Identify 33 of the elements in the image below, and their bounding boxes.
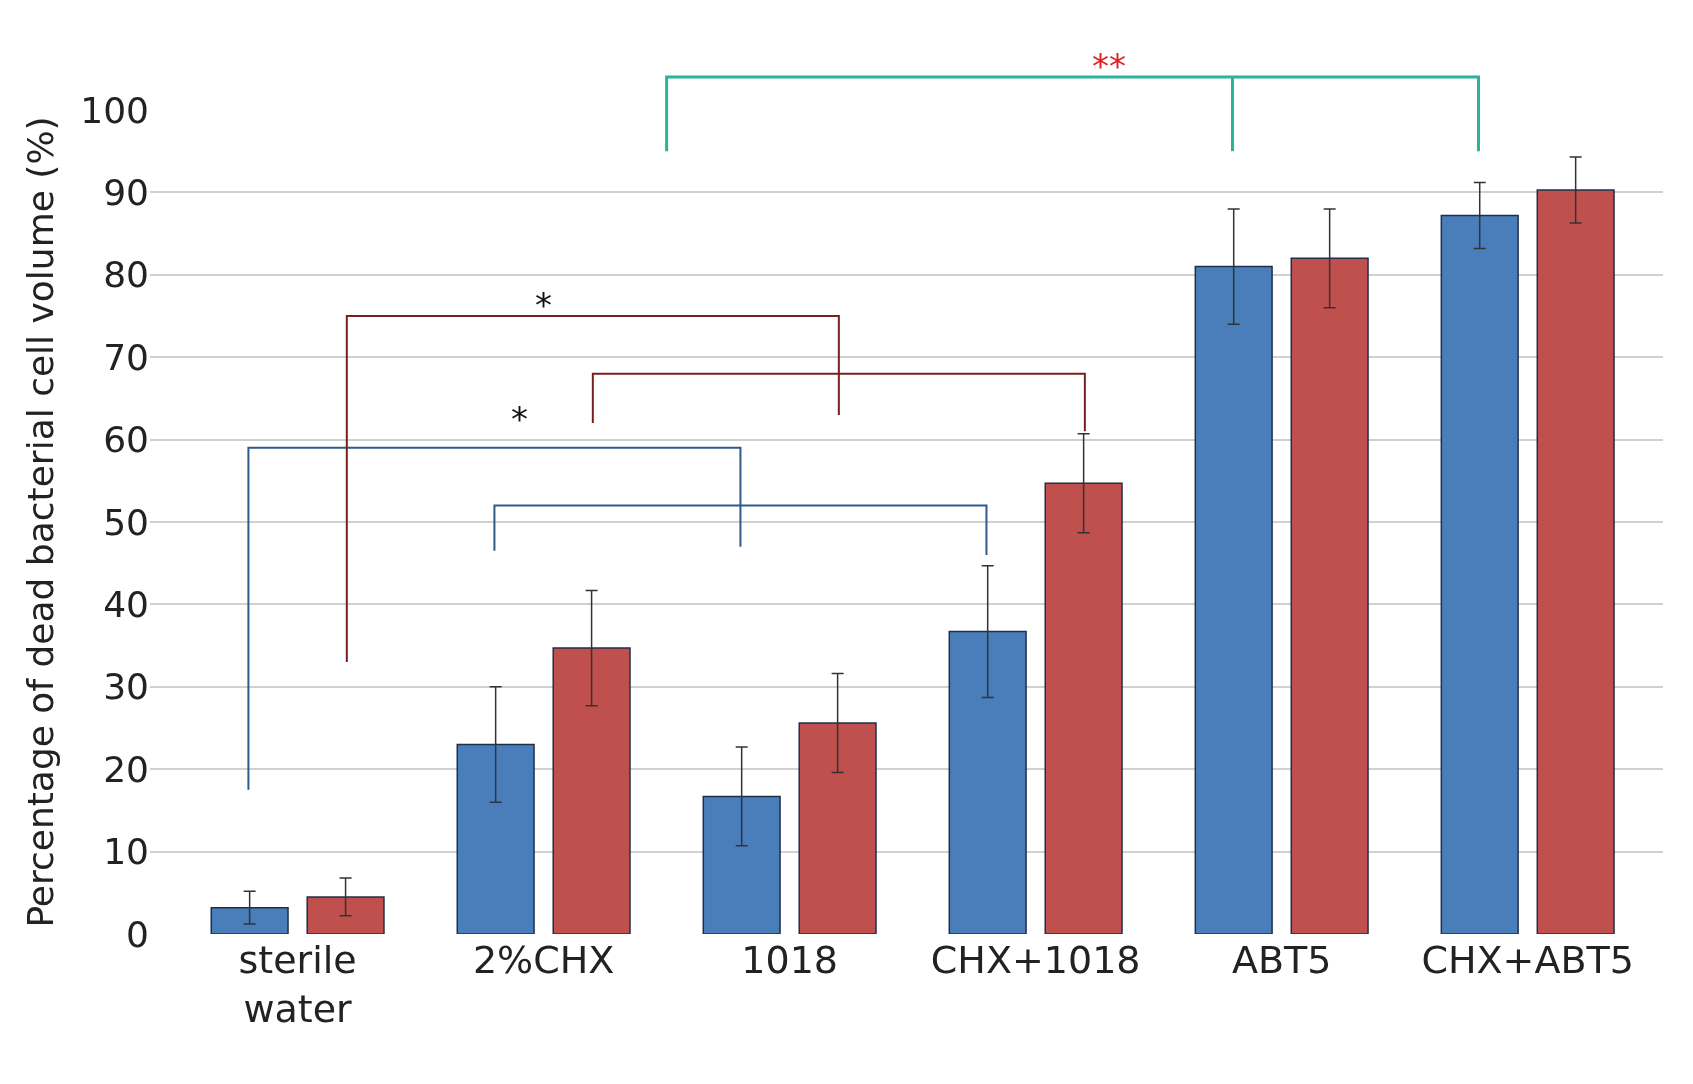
bar	[1440, 214, 1519, 934]
bar	[1194, 265, 1273, 934]
bar	[1044, 482, 1123, 934]
bar	[702, 795, 781, 934]
bar	[948, 630, 1027, 934]
y-tick-label: 30	[103, 666, 149, 708]
y-tick-label: 50	[103, 501, 149, 543]
bar	[552, 647, 631, 934]
bar	[1536, 189, 1615, 934]
x-tick-label: 1018	[741, 938, 838, 982]
x-tick-label: CHX+1018	[930, 938, 1141, 982]
x-tick-label: ABT5	[1231, 938, 1332, 982]
y-tick-label: 80	[103, 254, 149, 296]
x-tick-label: 2%CHX	[472, 938, 615, 982]
bar	[210, 906, 289, 934]
bar	[798, 722, 877, 934]
x-tick-label: CHX+ABT5	[1421, 938, 1634, 982]
text: **	[1092, 46, 1126, 86]
y-tick-label: 40	[103, 584, 149, 625]
y-tick-label: 10	[103, 831, 149, 873]
y-tick-label: 70	[103, 336, 149, 378]
y-tick-label: 0	[126, 913, 149, 955]
x-tick-label: sterile water	[238, 938, 357, 1032]
y-axis-title: Percentage of dead bacterial cell volume (%)	[20, 116, 62, 928]
y-tick-label: 20	[103, 748, 149, 790]
bar	[456, 743, 535, 934]
y-tick-label: 90	[103, 172, 149, 213]
y-tick-label: 100	[80, 89, 149, 131]
bar	[1290, 257, 1369, 934]
annotation: *	[535, 285, 552, 325]
bar	[306, 896, 385, 934]
y-tick-label: 60	[103, 419, 149, 461]
annotation: *	[511, 399, 528, 439]
